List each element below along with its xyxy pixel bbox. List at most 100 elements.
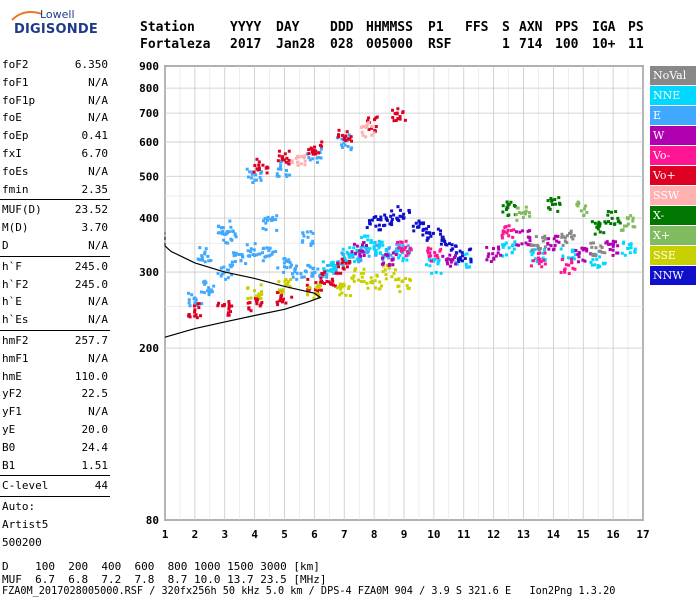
data-point [389,263,393,267]
data-point [302,156,306,160]
data-point [303,159,307,163]
data-point [194,297,198,301]
data-point [247,306,251,310]
data-point [341,264,345,268]
data-point [611,239,615,243]
data-point [207,286,211,290]
data-point [290,263,294,267]
data-point [345,259,349,263]
param-value: 110.0 [74,369,108,383]
data-point [244,262,248,266]
data-point [202,291,206,295]
data-point [220,232,224,236]
data-point [631,225,635,229]
data-point [358,249,362,253]
data-point [585,249,589,253]
data-point [526,243,530,247]
x-tick-label: 16 [607,528,621,541]
data-point [233,233,237,237]
data-point [501,204,505,208]
data-point [318,274,322,278]
data-point [628,251,632,255]
param-name: foF1 [2,75,29,89]
data-point [486,255,490,259]
data-point [436,227,440,231]
data-point [433,254,437,258]
header-label-8: AXN [519,20,543,35]
data-point [455,262,459,266]
data-point [323,281,327,285]
data-point [188,304,192,308]
data-point [317,155,321,159]
data-point [398,290,402,294]
data-point [302,275,306,279]
header-value-1: 2017 [230,37,262,52]
data-point [465,265,469,269]
data-point [401,256,405,260]
data-point [374,215,378,219]
data-point [249,309,253,313]
param-value: N/A [88,75,108,89]
data-point [428,231,432,235]
y-tick-label: 400 [139,212,159,225]
data-point [550,199,554,203]
data-point [380,284,384,288]
data-point [467,265,471,269]
data-point [529,243,533,247]
data-point [379,218,383,222]
data-point [347,287,351,291]
data-point [202,280,206,284]
data-point [500,236,504,240]
data-point [396,205,400,209]
data-point [401,279,405,283]
param-row: h`E N/A [0,293,110,311]
data-point [231,230,235,234]
data-point [338,293,342,297]
data-point [454,254,458,258]
data-point [585,211,589,215]
distance-line: D 100 200 400 600 800 1000 1500 3000 [km… [2,560,320,573]
data-point [374,224,378,228]
data-point [601,261,605,265]
data-point [338,282,342,286]
data-point [531,251,535,255]
data-point [374,252,378,256]
data-point [264,221,268,225]
data-point [373,279,377,283]
data-point [505,207,509,211]
data-point [625,216,629,220]
data-point [581,258,585,262]
param-name: foF2 [2,58,29,71]
param-value: 6.70 [81,146,109,160]
data-point [237,252,241,256]
data-point [524,210,528,214]
data-point [283,283,287,287]
data-point [563,239,567,243]
data-point [340,282,344,286]
data-point [496,245,500,249]
param-row: MUF(D) 23.52 [0,201,110,219]
data-point [583,207,587,211]
data-point [342,253,346,257]
data-point [222,271,226,275]
data-point [396,107,400,111]
x-tick-label: 6 [311,528,318,541]
data-point [200,254,204,258]
header-value-11: 11 [628,37,644,52]
data-point [372,247,376,251]
data-point [245,167,249,171]
data-point [281,300,285,304]
data-point [393,250,397,254]
param-name: M(D) [2,221,29,235]
data-point [264,228,268,232]
legend-item: X- [650,206,696,225]
data-point [459,258,463,262]
data-point [392,271,396,275]
data-point [501,254,505,258]
data-point [391,116,395,120]
data-point [395,251,399,255]
data-point [359,271,363,275]
param-row: foEs N/A [0,163,110,181]
data-point [360,130,364,134]
data-point [469,260,473,264]
